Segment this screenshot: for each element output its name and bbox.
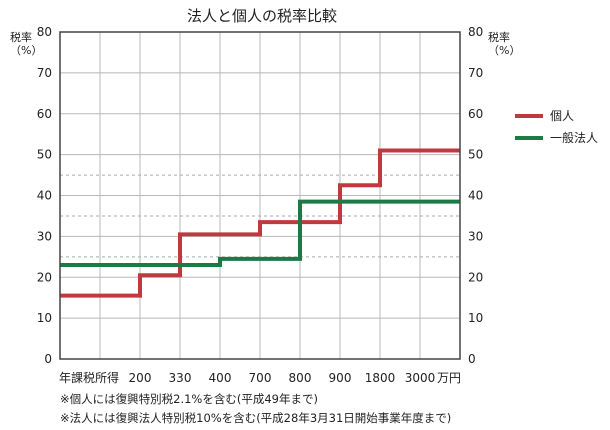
y-tick-label-right: 0 <box>468 352 476 366</box>
x-tick-label: 200 <box>129 371 152 385</box>
x-tick-label: 330 <box>169 371 192 385</box>
y-tick-label-right: 20 <box>468 270 483 284</box>
y-tick-label-right: 10 <box>468 311 483 325</box>
y-axis-left-label: 税率（%） <box>10 30 42 57</box>
x-tick-label: 1800 <box>365 371 396 385</box>
footnote-individual: ※個人には復興特別税2.1%を含む(平成49年まで) <box>60 392 318 406</box>
x-axis-unit: 万円 <box>437 371 461 385</box>
chart-title: 法人と個人の税率比較 <box>187 7 337 25</box>
y-tick-label-left: 60 <box>37 107 52 121</box>
y-tick-label-right: 80 <box>468 25 483 39</box>
reference-lines <box>60 174 460 258</box>
y-tick-label-left: 0 <box>44 352 52 366</box>
grid <box>60 32 460 359</box>
y-tick-label-right: 60 <box>468 107 483 121</box>
y-tick-label-right: 50 <box>468 148 483 162</box>
y-axis-right-label: 税率（%） <box>488 30 520 57</box>
series-lines <box>60 148 460 298</box>
x-axis-ticks: 200 330 400 700 800 900 1800 3000 <box>129 371 436 385</box>
x-tick-label: 700 <box>249 371 272 385</box>
y-tick-label-right: 30 <box>468 229 483 243</box>
y-axis-left-ticks: 0 10 20 30 40 50 60 70 80 <box>37 25 52 366</box>
legend-label-corporate: 一般法人 <box>550 130 598 145</box>
y-tick-label-left: 30 <box>37 229 52 243</box>
y-tick-label-right: 70 <box>468 66 483 80</box>
series-line-individual <box>60 148 460 298</box>
y-axis-right-ticks: 0 10 20 30 40 50 60 70 80 <box>468 25 483 366</box>
y-tick-label-left: 50 <box>37 148 52 162</box>
y-tick-label-left: 20 <box>37 270 52 284</box>
y-tick-label-left: 10 <box>37 311 52 325</box>
x-tick-label: 400 <box>209 371 232 385</box>
y-tick-label-left: 80 <box>37 25 52 39</box>
x-tick-label: 3000 <box>405 371 436 385</box>
x-axis-label: 年課税所得 <box>59 370 119 385</box>
y-tick-label-left: 40 <box>37 189 52 203</box>
y-tick-label-right: 40 <box>468 189 483 203</box>
x-tick-label: 800 <box>289 371 312 385</box>
footnote-corporate: ※法人には復興法人特別税10%を含む(平成28年3月31日開始事業年度まで) <box>60 411 451 425</box>
y-tick-label-left: 70 <box>37 66 52 80</box>
x-tick-label: 900 <box>329 371 352 385</box>
plot-frame <box>59 31 461 360</box>
series-line-corporate <box>60 199 460 267</box>
legend-label-individual: 個人 <box>550 109 574 123</box>
